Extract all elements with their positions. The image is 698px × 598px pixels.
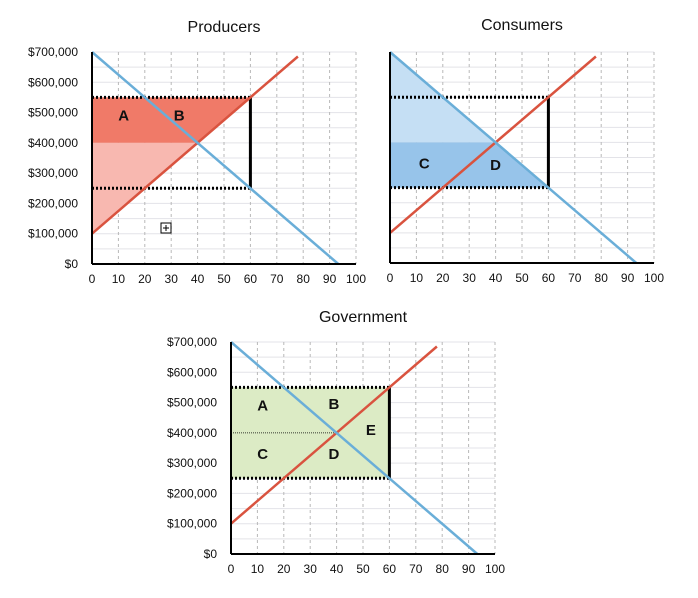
region-label-d: D — [490, 157, 501, 174]
y-tick-label: $0 — [204, 547, 218, 561]
x-tick-label: 30 — [304, 562, 318, 576]
x-tick-label: 90 — [621, 271, 635, 285]
x-tick-label: 0 — [387, 271, 394, 285]
x-tick-label: 70 — [568, 271, 582, 285]
chart-government: Government 0 10 20 30 40 50 60 70 80 90 100 $0 $100,0… — [167, 309, 505, 576]
region-label-c: C — [257, 446, 268, 463]
x-tick-label: 100 — [644, 271, 664, 285]
x-tick-label: 20 — [436, 271, 450, 285]
y-tick-label: $700,000 — [167, 335, 217, 349]
x-tick-label: 50 — [217, 272, 231, 286]
chart-producers: Producers 0 10 20 30 40 50 60 70 80 90 100 $0 $100,00… — [28, 19, 366, 286]
supply-curve — [389, 55, 597, 234]
y-tick-label: $500,000 — [28, 106, 78, 120]
chart-consumers: Consumers 0 10 20 30 40 50 60 70 80 90 100 C D — [387, 17, 665, 285]
x-tick-label: 80 — [436, 562, 450, 576]
region-label-b: B — [174, 108, 185, 125]
chart-title: Consumers — [481, 17, 563, 34]
chart-title: Producers — [188, 19, 261, 36]
x-tick-label: 60 — [383, 562, 397, 576]
region-label-a: A — [118, 108, 129, 125]
region-label-a: A — [257, 398, 268, 415]
region-label-c: C — [419, 156, 430, 173]
region-label-d: D — [329, 446, 340, 463]
shaded-region — [92, 97, 198, 143]
x-tick-label: 10 — [410, 271, 424, 285]
y-tick-label: $0 — [65, 257, 79, 271]
x-tick-label: 60 — [244, 272, 258, 286]
x-tick-label: 20 — [138, 272, 152, 286]
x-tick-label: 40 — [330, 562, 344, 576]
y-tick-label: $300,000 — [28, 166, 78, 180]
x-tick-label: 50 — [356, 562, 370, 576]
y-tick-label: $600,000 — [28, 75, 78, 89]
x-tick-label: 0 — [89, 272, 96, 286]
shaded-region — [231, 387, 390, 479]
x-tick-label: 30 — [165, 272, 179, 286]
x-tick-label: 100 — [346, 272, 366, 286]
x-tick-label: 100 — [485, 562, 505, 576]
y-tick-label: $600,000 — [167, 365, 217, 379]
region-label-b: B — [329, 396, 340, 413]
x-tick-label: 0 — [228, 562, 235, 576]
x-tick-label: 20 — [277, 562, 291, 576]
x-tick-label: 90 — [462, 562, 476, 576]
supply-curve — [91, 55, 299, 235]
region-label-e: E — [366, 422, 376, 439]
y-tick-label: $400,000 — [28, 136, 78, 150]
y-tick-label: $700,000 — [28, 45, 78, 59]
demand-curve — [91, 51, 340, 265]
demand-curve — [230, 341, 479, 555]
plus-box-icon — [160, 222, 172, 234]
y-tick-label: $100,000 — [167, 517, 217, 531]
shaded-region — [144, 97, 251, 143]
x-tick-label: 90 — [323, 272, 337, 286]
x-tick-label: 10 — [251, 562, 265, 576]
x-tick-label: 60 — [542, 271, 556, 285]
x-tick-label: 70 — [270, 272, 284, 286]
x-tick-label: 70 — [409, 562, 423, 576]
y-tick-label: $300,000 — [167, 456, 217, 470]
x-tick-label: 40 — [489, 271, 503, 285]
shaded-region — [390, 142, 496, 188]
supply-curve — [230, 345, 438, 525]
demand-curve — [389, 51, 638, 264]
y-tick-label: $200,000 — [28, 196, 78, 210]
y-tick-label: $400,000 — [167, 426, 217, 440]
x-tick-label: 40 — [191, 272, 205, 286]
x-tick-label: 50 — [515, 271, 529, 285]
y-tick-label: $200,000 — [167, 486, 217, 500]
shaded-region — [442, 142, 549, 188]
x-tick-label: 30 — [463, 271, 477, 285]
x-tick-label: 80 — [595, 271, 609, 285]
y-tick-label: $100,000 — [28, 227, 78, 241]
x-tick-label: 10 — [112, 272, 126, 286]
y-tick-label: $500,000 — [167, 396, 217, 410]
chart-title: Government — [319, 309, 408, 326]
x-tick-label: 80 — [297, 272, 311, 286]
